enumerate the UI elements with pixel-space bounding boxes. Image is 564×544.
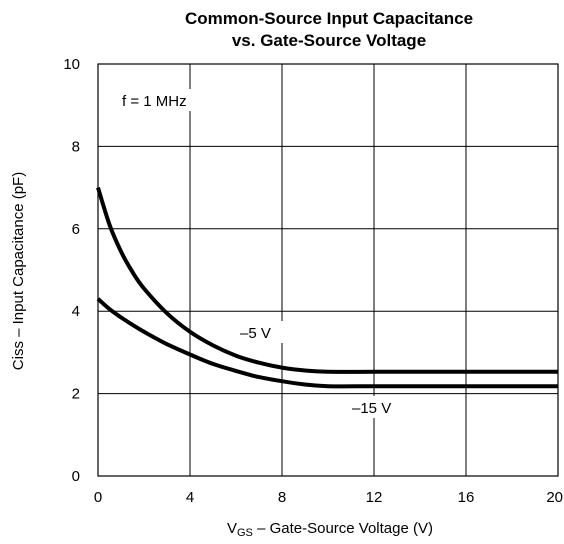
series-line-0 — [96, 187, 558, 374]
x-tick-label-5: 20 — [546, 489, 563, 506]
chart-title: Common-Source Input Capacitance — [185, 9, 473, 28]
x-tick-label-3: 12 — [366, 489, 383, 506]
y-tick-label-0: 0 — [72, 468, 80, 485]
plot-frame — [97, 63, 559, 477]
series-label-15v: –15 V — [352, 400, 391, 417]
x-tick-label-4: 16 — [458, 489, 475, 506]
y-tick-labels: 0 2 4 6 8 10 — [63, 56, 80, 485]
series-label-background-5v — [234, 321, 286, 343]
y-tick-label-4: 8 — [72, 138, 80, 155]
x-tick-label-0: 0 — [94, 489, 102, 506]
series-group — [96, 187, 558, 389]
chart-subtitle: vs. Gate-Source Voltage — [232, 31, 426, 50]
series-label-background-15v — [322, 396, 428, 418]
y-tick-label-5: 10 — [63, 56, 80, 73]
annotation-background — [118, 89, 208, 111]
x-axis-label-main: V — [227, 520, 237, 537]
x-axis-label-subscript: GS — [237, 527, 253, 539]
y-tick-label-1: 2 — [72, 386, 80, 403]
x-axis-label: VGS – Gate-Source Voltage (V) — [227, 520, 433, 539]
x-tick-labels: 0 4 8 12 16 20 — [94, 489, 563, 506]
y-tick-label-3: 6 — [72, 221, 80, 238]
series-label-5v: –5 V — [240, 325, 271, 342]
x-axis-label-rest: – Gate-Source Voltage (V) — [253, 520, 433, 537]
y-axis-label: Ciss – Input Capacitance (pF) — [10, 172, 27, 370]
x-tick-label-2: 8 — [278, 489, 286, 506]
series-line-1 — [96, 297, 558, 389]
frequency-annotation: f = 1 MHz — [122, 93, 187, 110]
x-tick-label-1: 4 — [186, 489, 194, 506]
y-tick-label-2: 4 — [72, 303, 80, 320]
